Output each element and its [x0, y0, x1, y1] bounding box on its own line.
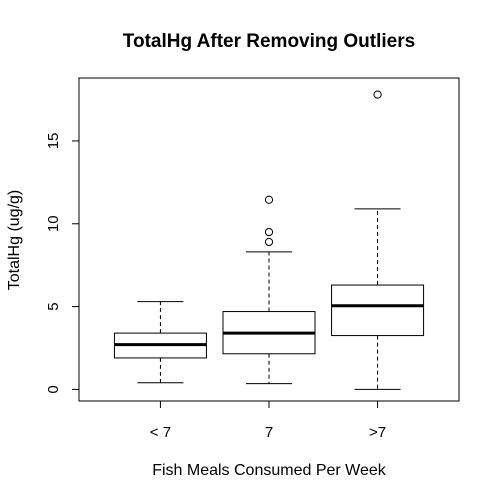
outlier-point — [264, 227, 274, 237]
y-tick-label: 15 — [45, 133, 62, 150]
y-tick-label: 5 — [45, 302, 62, 310]
x-tick-label: 7 — [265, 424, 273, 441]
box-group — [222, 195, 316, 385]
x-tick-label: >7 — [369, 424, 386, 441]
box — [331, 284, 425, 337]
x-axis-label: Fish Meals Consumed Per Week — [152, 462, 387, 479]
outlier-point — [373, 90, 382, 99]
box-group — [113, 301, 207, 384]
y-axis: 0 5 10 15 — [45, 133, 80, 394]
chart-title: TotalHg After Removing Outliers — [123, 31, 415, 52]
x-axis: < 7 7 >7 — [150, 400, 386, 441]
box-group — [331, 90, 425, 390]
x-tick-label: < 7 — [150, 424, 171, 441]
y-axis-label: TotalHg (ug/g) — [6, 190, 23, 291]
boxplot-series — [113, 90, 425, 390]
y-tick-label: 10 — [45, 215, 62, 232]
y-tick-label: 0 — [45, 385, 62, 393]
outlier-point — [264, 237, 274, 247]
outlier-point — [264, 195, 274, 204]
